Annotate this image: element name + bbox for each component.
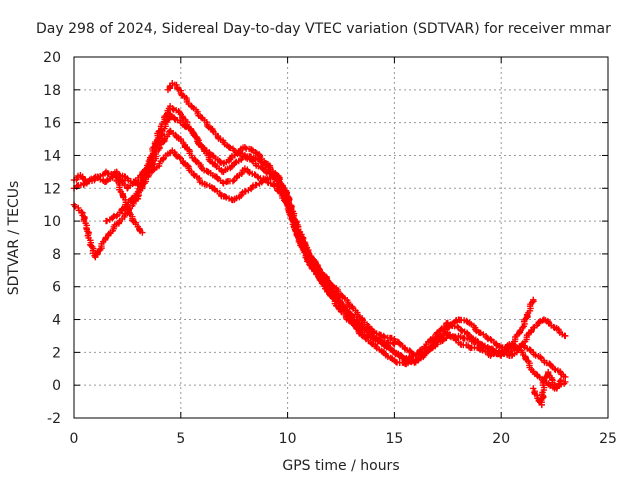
y-tick-label: 2	[52, 345, 61, 361]
x-tick-label: 25	[599, 431, 617, 447]
x-tick-label: 10	[279, 431, 297, 447]
data-series	[70, 80, 569, 409]
y-tick-labels: -2 0 2 4 6 8 10 12 14 16 18 20	[43, 50, 61, 427]
y-tick-label: 6	[52, 280, 61, 296]
chart-title: Day 298 of 2024, Sidereal Day-to-day VTE…	[36, 21, 611, 37]
y-tick-label: 10	[43, 214, 61, 230]
series-track-5	[164, 80, 398, 348]
plus-markers	[102, 103, 537, 366]
y-tick-label: 8	[52, 247, 61, 263]
plus-markers	[164, 80, 398, 348]
plus-markers	[530, 368, 565, 409]
y-tick-label: 20	[43, 50, 61, 66]
axis-ticks	[73, 56, 609, 419]
x-tick-label: 20	[492, 431, 510, 447]
plus-markers	[113, 176, 146, 236]
series-track-6	[113, 176, 146, 236]
series-track-4	[102, 103, 537, 366]
x-tick-labels: 0 5 10 15 20 25	[70, 431, 617, 447]
plus-markers	[70, 111, 569, 363]
x-tick-label: 0	[70, 431, 79, 447]
y-tick-label: 14	[43, 148, 61, 164]
y-tick-label: 0	[52, 378, 61, 394]
x-tick-label: 5	[176, 431, 185, 447]
y-tick-label: 4	[52, 313, 61, 329]
x-tick-label: 15	[385, 431, 403, 447]
plot-frame	[73, 56, 609, 419]
y-tick-label: 12	[43, 181, 61, 197]
y-axis-label: SDTVAR / TECUs	[6, 181, 22, 296]
y-tick-label: 16	[43, 116, 61, 132]
x-axis-label: GPS time / hours	[282, 458, 399, 474]
y-tick-label: 18	[43, 83, 61, 99]
series-track-7	[530, 368, 565, 409]
y-tick-label: -2	[47, 411, 61, 427]
series-track-3	[70, 111, 569, 363]
